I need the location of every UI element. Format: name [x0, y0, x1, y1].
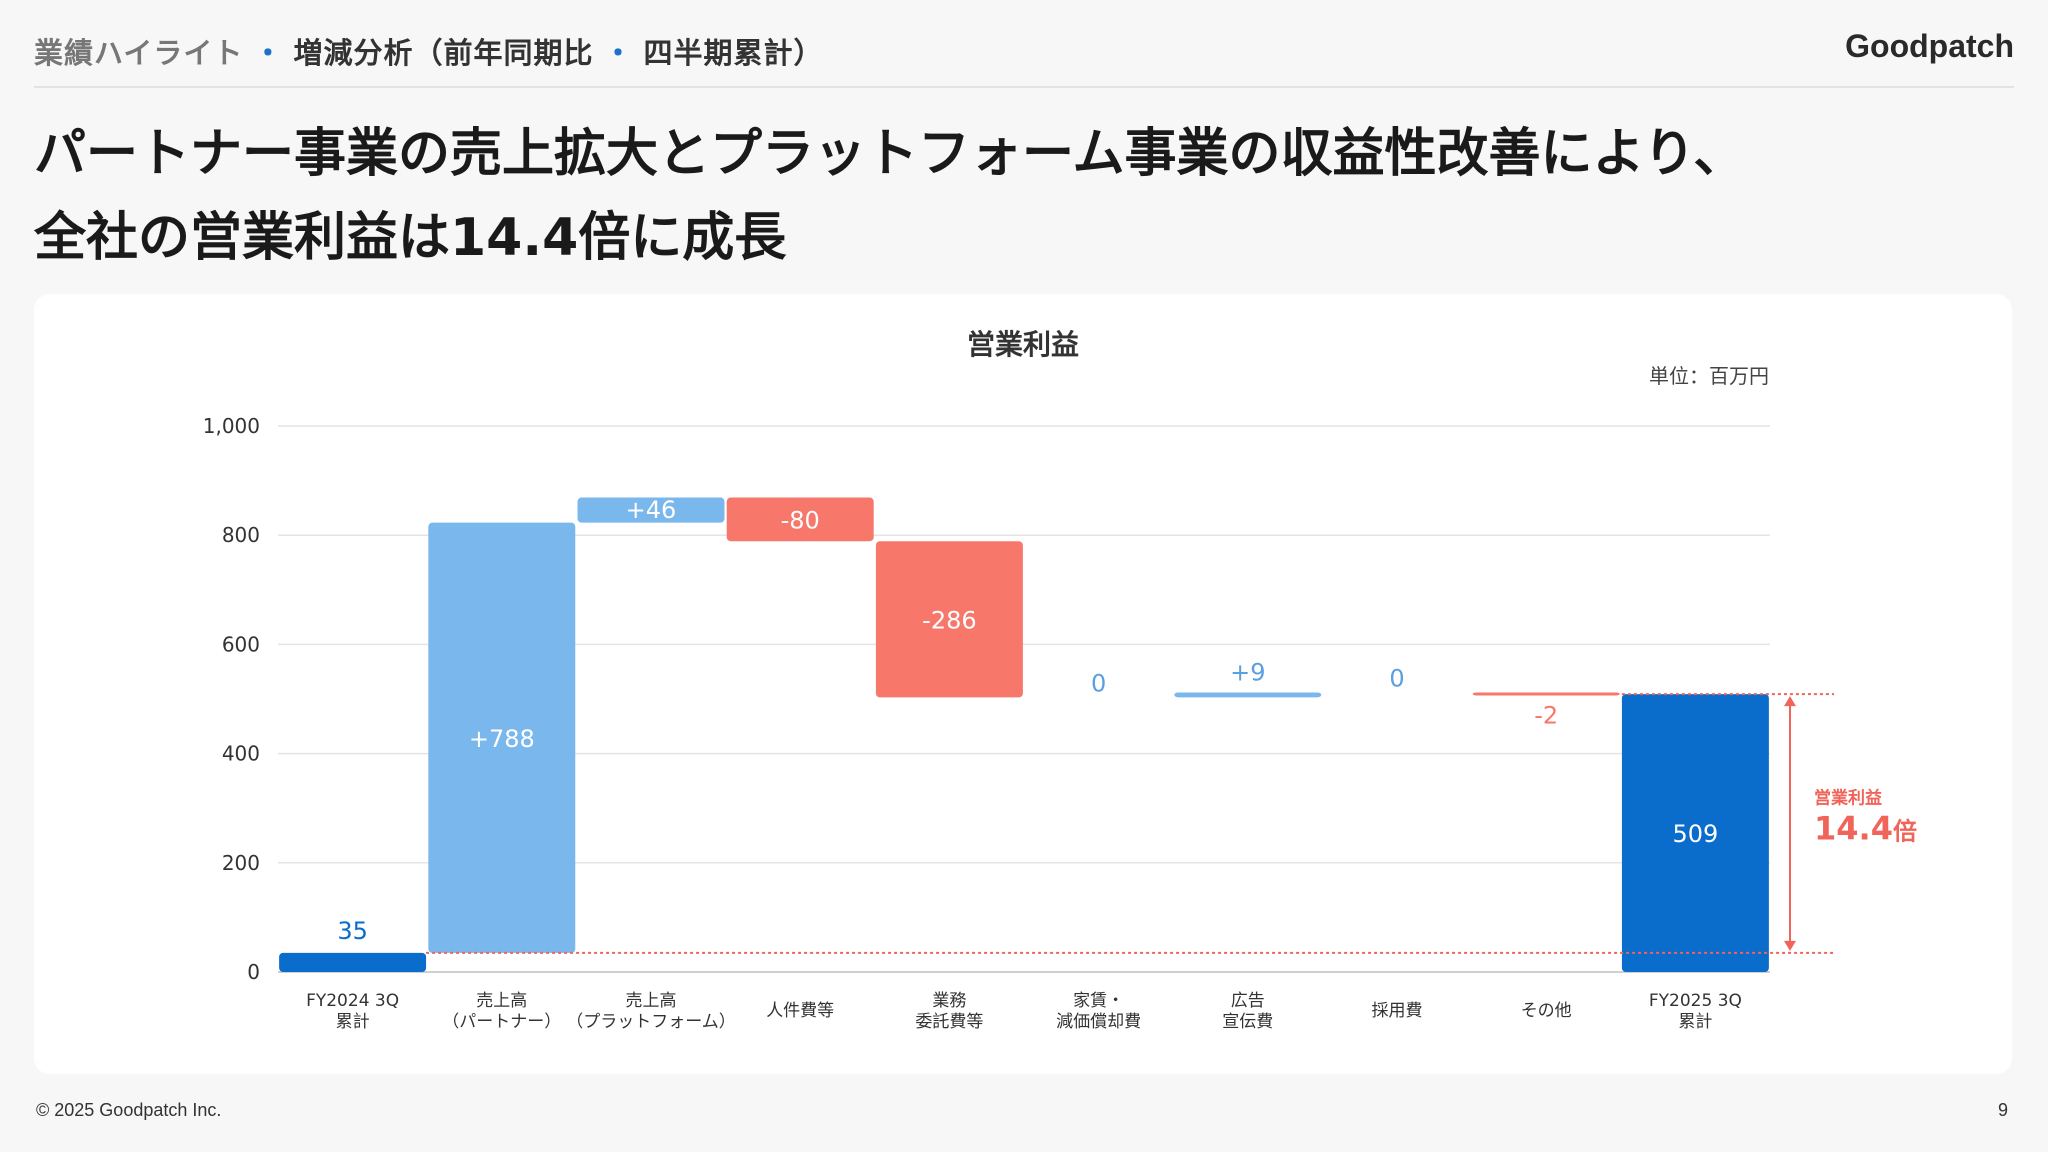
breadcrumb-separator: ・ — [253, 36, 284, 70]
category-label: 採用費 — [1372, 1001, 1423, 1021]
goodpatch-logo: Goodpatch — [1845, 28, 2014, 64]
copyright: © 2025 Goodpatch Inc. — [36, 1100, 222, 1120]
growth-label: 営業利益 — [1814, 787, 1882, 808]
page-title-line-1: パートナー事業の売上拡大とプラットフォーム事業の収益性改善により、 — [34, 124, 1746, 184]
bar-5 — [875, 541, 1023, 698]
bar-3 — [577, 497, 725, 523]
value-label: +46 — [626, 496, 677, 524]
value-label: 509 — [1672, 820, 1718, 848]
chart-card: 営業利益 単位：百万円 0 200 400 600 800 1,000 35 FY2024 … — [34, 294, 2012, 1074]
page-number: 9 — [1997, 1100, 2008, 1120]
growth-arrow-head-down — [1784, 940, 1796, 951]
bar-2 — [428, 522, 576, 953]
value-label: 35 — [337, 917, 368, 945]
category-label: FY2024 3Q 累計 — [306, 991, 399, 1032]
breadcrumb: 業績ハイライト・増減分析（前年同期比・四半期累計） — [34, 30, 823, 72]
value-label: -80 — [781, 506, 820, 534]
category-label: 家賃・減価償却費 — [1056, 991, 1141, 1032]
value-label: -2 — [1534, 702, 1558, 730]
bars — [279, 497, 1769, 972]
category-label: 人件費等 — [766, 1001, 834, 1021]
category-label: FY2025 3Q 累計 — [1649, 991, 1742, 1032]
y-tick-label: 600 — [222, 632, 260, 656]
page-title-line-2: 全社の営業利益は14.4倍に成長 — [34, 208, 787, 268]
bar-7 — [1174, 692, 1322, 698]
bar-1 — [279, 952, 427, 972]
value-label: -286 — [922, 606, 976, 634]
waterfall-chart: 営業利益 単位：百万円 0 200 400 600 800 1,000 35 FY2024 … — [203, 328, 1917, 1032]
category-label: 売上高（プラットフォーム） — [566, 991, 736, 1032]
y-tick-label: 200 — [222, 851, 260, 875]
category-label: その他 — [1521, 1001, 1572, 1021]
breadcrumb-separator-2: ・ — [603, 36, 634, 70]
growth-value: 14.4倍 — [1814, 809, 1917, 847]
breadcrumb-section: 業績ハイライト — [34, 36, 244, 70]
y-tick-label: 0 — [247, 960, 260, 984]
y-tick-label: 800 — [222, 523, 260, 547]
page-title: パートナー事業の売上拡大とプラットフォーム事業の収益性改善により、 全社の営業利… — [34, 112, 1745, 280]
breadcrumb-page-b: 四半期累計） — [643, 36, 824, 70]
y-tick-label: 400 — [222, 742, 260, 766]
bar-4 — [726, 497, 874, 542]
value-label: +788 — [469, 725, 535, 753]
labels: 35 FY2024 3Q 累計 +788 売上高（パートナー） +46 売上高（プラットフォ… — [306, 496, 1742, 1032]
y-tick-label: 1,000 — [203, 414, 260, 438]
value-label: 0 — [1389, 664, 1404, 692]
category-label: 業務委託費等 — [915, 991, 983, 1032]
bar-10 — [1621, 694, 1769, 972]
chart-title: 営業利益 — [967, 328, 1079, 361]
value-label: 0 — [1091, 669, 1106, 697]
category-label: 広告宣伝費 — [1222, 991, 1273, 1032]
breadcrumb-page-a: 増減分析（前年同期比 — [293, 36, 594, 70]
bar-9 — [1472, 692, 1620, 696]
value-label: +9 — [1230, 658, 1265, 686]
growth-arrow-head-up — [1784, 696, 1796, 707]
category-label: 売上高（パートナー） — [442, 991, 561, 1032]
slide-header: 業績ハイライト・増減分析（前年同期比・四半期累計） Goodpatch — [34, 26, 2014, 88]
chart-unit: 単位：百万円 — [1649, 364, 1769, 388]
